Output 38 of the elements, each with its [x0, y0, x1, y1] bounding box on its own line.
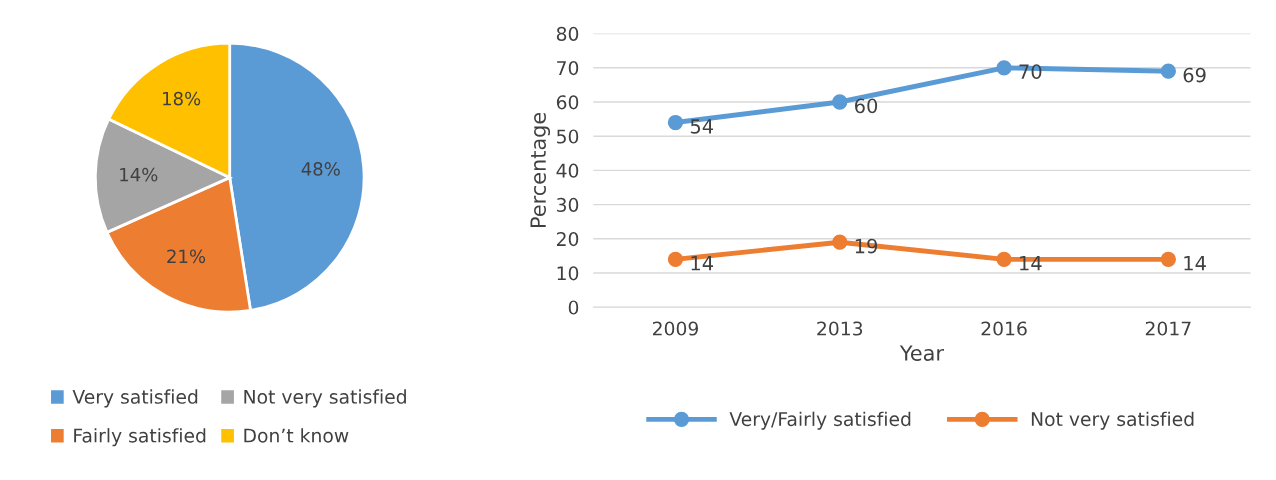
x-tick-label: 2017 — [1145, 321, 1191, 336]
x-tick-label: 2016 — [981, 321, 1027, 336]
y-tick-label: 20 — [556, 232, 579, 247]
y-tick-label: 60 — [556, 95, 579, 110]
data-label: 18% — [163, 91, 201, 106]
data-label: 69 — [1183, 67, 1206, 83]
x-axis-title: Year — [899, 345, 944, 361]
y-tick-label: 10 — [557, 266, 579, 281]
y-tick-label: 80 — [556, 26, 579, 41]
y-tick-label: 50 — [557, 129, 579, 144]
data-label: 21% — [167, 249, 206, 264]
data-label: 14 — [1184, 256, 1206, 271]
y-tick-label: 30 — [557, 197, 579, 212]
y-tick-label: 40 — [556, 163, 579, 178]
data-label: 60 — [855, 98, 878, 114]
point — [667, 114, 684, 131]
point — [832, 94, 848, 110]
x-tick-label: 2009 — [653, 321, 699, 336]
point — [996, 60, 1012, 76]
y-axis-title: Percentage — [530, 112, 551, 227]
point — [996, 251, 1012, 267]
data-label: 14% — [120, 167, 158, 182]
x-tick-label: 2013 — [817, 321, 863, 336]
data-label: 48% — [301, 162, 340, 176]
legend-label: Not very satisfied — [1031, 411, 1194, 430]
legend-label: Very satisfied — [72, 389, 198, 408]
legend-label: Not very satisfied — [244, 389, 406, 408]
legend-label: Don’t know — [244, 428, 349, 443]
legend-label: Very/Fairly satisfied — [729, 411, 911, 430]
point — [1160, 63, 1176, 79]
point — [832, 234, 848, 250]
point — [667, 251, 684, 267]
legend-label: Fairly satisfied — [74, 428, 206, 447]
y-tick-label: 0 — [568, 300, 579, 315]
y-tick-label: 70 — [557, 61, 579, 76]
data-label: 14 — [691, 256, 714, 271]
data-label: 54 — [690, 119, 714, 134]
point — [1160, 251, 1176, 267]
